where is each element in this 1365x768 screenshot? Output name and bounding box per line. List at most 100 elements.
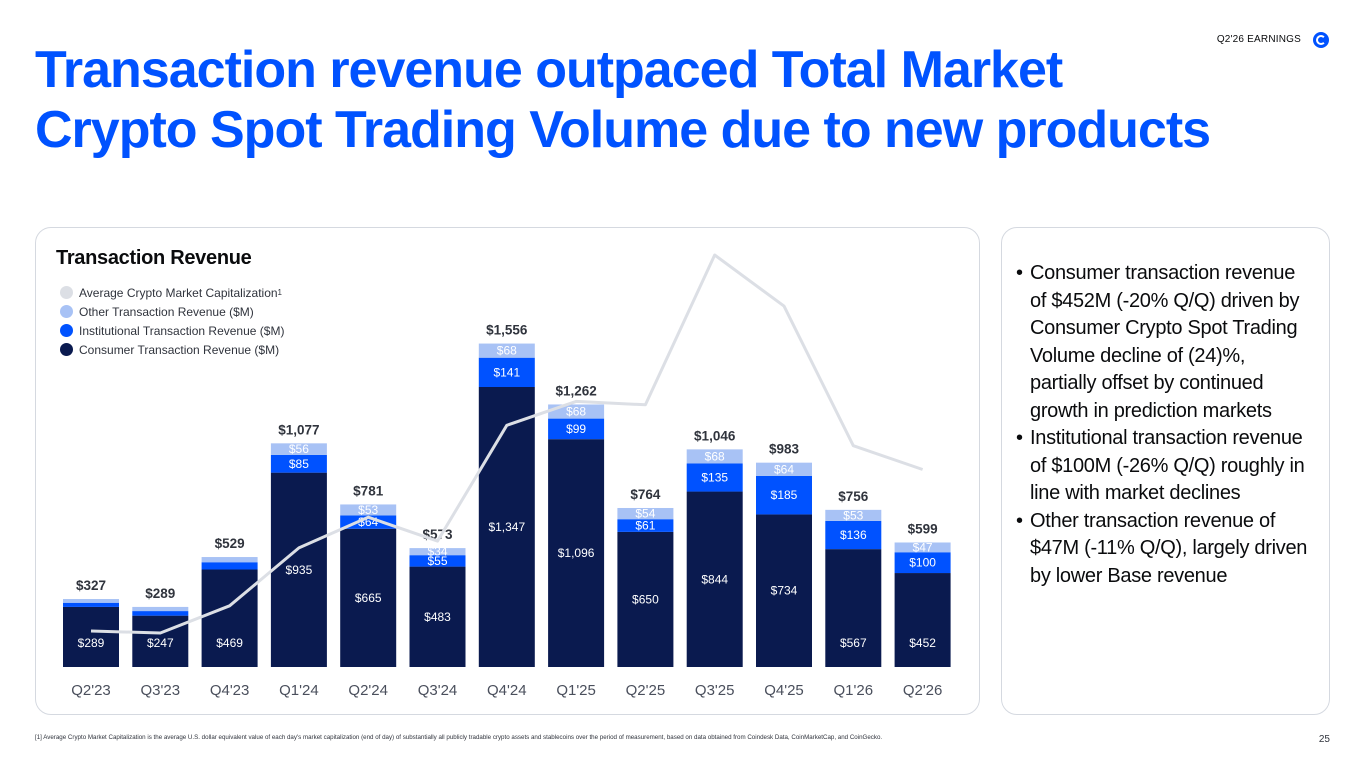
x-tick-label: Q1'25 [556, 682, 596, 699]
legend-footnote-mark: 1 [277, 288, 282, 297]
x-tick-label: Q1'26 [834, 682, 874, 699]
legend-swatch-institutional [60, 324, 73, 337]
bar-institutional [894, 552, 951, 574]
bar-label-consumer: $665 [355, 591, 382, 605]
legend-item-consumer: Consumer Transaction Revenue ($M) [60, 340, 284, 359]
x-tick-label: Q2'26 [903, 682, 943, 699]
page-title: Transaction revenue outpaced Total Marke… [35, 40, 1235, 160]
bar-total-label: $756 [838, 489, 869, 504]
bar-consumer [894, 573, 951, 667]
bar-other [756, 462, 812, 476]
legend-item-market-cap: Average Crypto Market Capitalization 1 [60, 283, 284, 302]
market-cap-line [90, 253, 924, 635]
page-number: 25 [1318, 734, 1330, 745]
bar-consumer [270, 472, 327, 667]
bar-total-label: $1,046 [694, 428, 736, 443]
bar-total-label: $1,262 [555, 383, 596, 398]
bar-consumer [340, 528, 397, 667]
x-tick-label: Q3'25 [695, 682, 735, 699]
bar-label-institutional: $135 [701, 471, 728, 485]
bar-institutional [617, 519, 674, 532]
bar-institutional [201, 562, 258, 570]
bar-consumer [617, 531, 674, 667]
bar-label-institutional: $85 [289, 457, 309, 471]
bar-other [340, 504, 397, 516]
bar-institutional [63, 602, 119, 607]
bar-label-consumer: $289 [78, 636, 105, 650]
bar-other [409, 548, 466, 556]
x-tick-label: Q1'24 [279, 682, 319, 699]
title-line-2: Crypto Spot Trading Volume due to new pr… [35, 101, 1211, 159]
legend-swatch-market-cap [60, 286, 73, 299]
legend-swatch-consumer [60, 343, 73, 356]
bar-label-consumer: $1,347 [488, 520, 525, 534]
bar-label-other: $54 [635, 507, 655, 521]
bar-label-other: $53 [358, 503, 378, 517]
bar-total-label: $599 [908, 521, 938, 536]
bar-total-label: $289 [145, 586, 175, 601]
bar-other [63, 599, 119, 603]
bar-total-label: $781 [353, 483, 384, 498]
bar-institutional [270, 454, 327, 473]
bar-institutional [825, 520, 882, 550]
x-tick-label: Q2'23 [71, 682, 111, 699]
x-tick-label: Q3'23 [141, 682, 181, 699]
legend-label-market-cap: Average Crypto Market Capitalization [79, 285, 278, 300]
bar-label-consumer: $483 [424, 610, 451, 624]
x-tick-label: Q4'23 [210, 682, 250, 699]
legend-label-institutional: Institutional Transaction Revenue ($M) [79, 323, 285, 338]
bar-label-institutional: $185 [771, 488, 798, 502]
x-tick-label: Q2'25 [626, 682, 666, 699]
chart-card [35, 227, 980, 715]
bar-other [686, 449, 743, 464]
bar-other [201, 557, 258, 563]
bar-label-other: $68 [705, 449, 725, 463]
bar-label-other: $68 [497, 344, 517, 358]
bar-label-consumer: $247 [147, 636, 174, 650]
legend-item-other: Other Transaction Revenue ($M) [60, 302, 284, 321]
bar-consumer [825, 549, 882, 667]
bar-consumer [548, 439, 605, 667]
bar-label-consumer: $650 [632, 592, 659, 606]
chart-title: Transaction Revenue [56, 247, 252, 269]
legend-item-institutional: Institutional Transaction Revenue ($M) [60, 321, 284, 340]
x-tick-label: Q2'24 [348, 682, 388, 699]
bar-institutional [340, 515, 397, 529]
bar-other [617, 507, 674, 520]
bar-institutional [409, 555, 466, 567]
bar-total-label: $1,556 [486, 323, 528, 338]
bar-total-label: $529 [215, 536, 245, 551]
bar-total-label: $1,077 [278, 422, 319, 437]
bar-label-other: $53 [843, 508, 863, 522]
bar-label-institutional: $100 [909, 556, 936, 570]
bar-label-consumer: $452 [909, 636, 936, 650]
bar-label-consumer: $935 [286, 563, 313, 577]
bar-consumer [686, 491, 743, 667]
bar-consumer [478, 387, 535, 667]
transaction-revenue-chart: $289 $327 Q2'23 $247 $289 Q3'23 $469 $529 Q4'23 $… [63, 253, 951, 699]
legend-swatch-other [60, 305, 73, 318]
bar-total-label: $327 [76, 578, 106, 593]
x-tick-label: Q4'24 [487, 682, 527, 699]
coinbase-logo-icon [1313, 32, 1329, 48]
x-tick-label: Q3'24 [418, 682, 458, 699]
bar-total-label: $983 [769, 442, 800, 457]
bar-label-other: $64 [774, 462, 794, 476]
title-line-1: Transaction revenue outpaced Total Marke… [35, 41, 1063, 99]
bar-institutional [478, 357, 535, 387]
bar-label-consumer: $844 [701, 572, 728, 586]
legend-label-consumer: Consumer Transaction Revenue ($M) [79, 342, 280, 357]
bullet-other: Other transaction revenue of $47M (-11% … [1016, 508, 1311, 591]
bar-consumer [201, 569, 258, 667]
x-tick-label: Q4'25 [764, 682, 804, 699]
bar-institutional [132, 611, 189, 616]
bar-label-other: $34 [427, 545, 447, 559]
bar-label-other: $56 [289, 442, 309, 456]
bar-consumer [756, 514, 812, 667]
bar-label-other: $47 [913, 540, 933, 554]
bar-other [894, 542, 951, 553]
bar-label-institutional: $136 [840, 528, 867, 542]
bar-label-consumer: $1,096 [558, 546, 595, 560]
bar-consumer [409, 566, 466, 667]
commentary-list: Consumer transaction revenue of $452M (-… [1016, 260, 1311, 590]
